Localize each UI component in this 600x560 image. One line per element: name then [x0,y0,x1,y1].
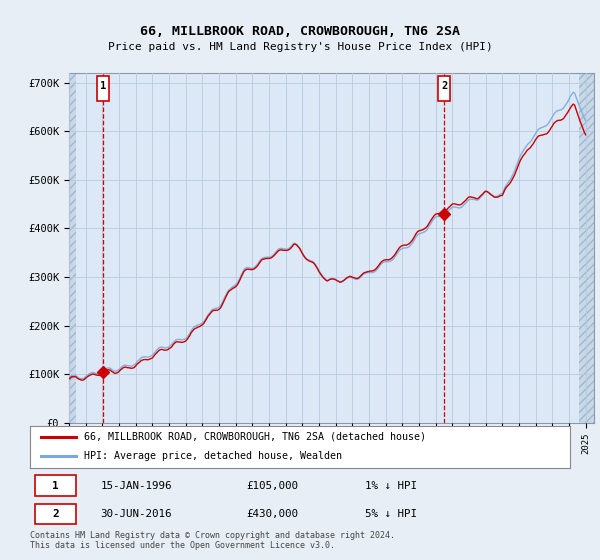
Text: 2: 2 [441,81,447,91]
Text: 30-JUN-2016: 30-JUN-2016 [100,509,172,519]
Text: 15-JAN-1996: 15-JAN-1996 [100,480,172,491]
Text: 1% ↓ HPI: 1% ↓ HPI [365,480,417,491]
Bar [97,76,109,101]
Bar [69,73,76,423]
Text: HPI: Average price, detached house, Wealden: HPI: Average price, detached house, Weal… [84,451,342,461]
Text: 1: 1 [52,480,59,491]
Text: 66, MILLBROOK ROAD, CROWBOROUGH, TN6 2SA: 66, MILLBROOK ROAD, CROWBOROUGH, TN6 2SA [140,25,460,38]
Text: £430,000: £430,000 [246,509,298,519]
Text: 2: 2 [52,509,59,519]
Text: Contains HM Land Registry data © Crown copyright and database right 2024.
This d: Contains HM Land Registry data © Crown c… [30,531,395,550]
Bar [35,504,76,524]
Text: 66, MILLBROOK ROAD, CROWBOROUGH, TN6 2SA (detached house): 66, MILLBROOK ROAD, CROWBOROUGH, TN6 2SA… [84,432,426,442]
Text: 1: 1 [100,81,106,91]
Bar [578,73,595,423]
Bar [438,76,450,101]
Text: £105,000: £105,000 [246,480,298,491]
Bar [35,475,76,496]
Text: Price paid vs. HM Land Registry's House Price Index (HPI): Price paid vs. HM Land Registry's House … [107,42,493,52]
Text: 5% ↓ HPI: 5% ↓ HPI [365,509,417,519]
